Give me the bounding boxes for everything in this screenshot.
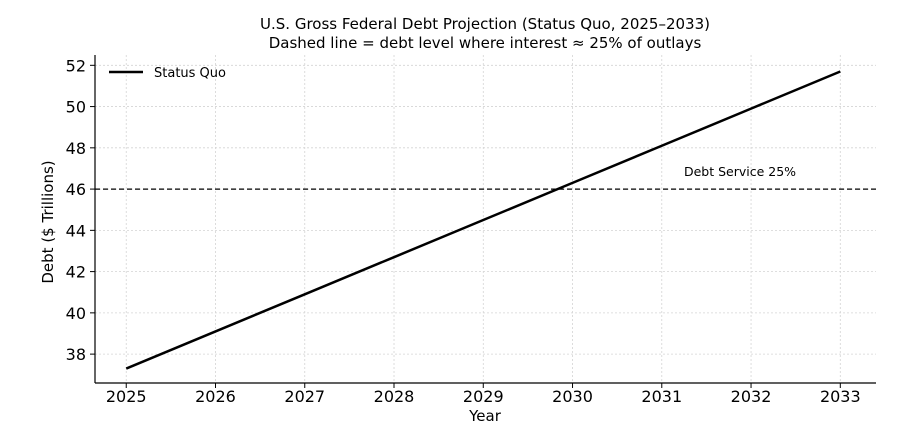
reference-line-label: Debt Service 25% <box>684 164 796 179</box>
y-tick-label: 46 <box>66 180 86 199</box>
legend-label-status-quo: Status Quo <box>154 66 226 81</box>
y-axis-label: Debt ($ Trillions) <box>39 160 57 283</box>
x-tick-label: 2031 <box>641 387 682 406</box>
x-tick-label: 2026 <box>195 387 236 406</box>
series-group <box>125 70 841 370</box>
x-tick-label: 2025 <box>106 387 147 406</box>
axes <box>94 55 876 384</box>
chart-title: U.S. Gross Federal Debt Projection (Stat… <box>260 15 710 33</box>
x-tick-label: 2033 <box>820 387 861 406</box>
x-axis-label: Year <box>468 407 502 425</box>
series-line-status-quo <box>125 70 841 370</box>
x-tick-label: 2028 <box>374 387 415 406</box>
x-tick-label: 2029 <box>463 387 504 406</box>
y-tick-label: 50 <box>66 98 86 117</box>
y-axis-ticks: 38 40 42 44 46 48 50 52 <box>66 56 95 364</box>
x-axis-ticks: 2025 2026 2027 2028 2029 2030 2031 2032 2033 <box>106 383 861 406</box>
y-tick-label: 42 <box>66 263 86 282</box>
x-tick-label: 2027 <box>284 387 325 406</box>
y-tick-label: 40 <box>66 304 86 323</box>
y-tick-label: 38 <box>66 345 86 364</box>
y-tick-label: 44 <box>66 221 86 240</box>
legend: Status Quo <box>109 66 226 81</box>
grid-lines <box>95 55 876 383</box>
y-tick-label: 48 <box>66 139 86 158</box>
y-tick-label: 52 <box>66 56 86 75</box>
chart-subtitle: Dashed line = debt level where interest … <box>269 34 702 52</box>
x-tick-label: 2030 <box>552 387 593 406</box>
x-tick-label: 2032 <box>731 387 772 406</box>
